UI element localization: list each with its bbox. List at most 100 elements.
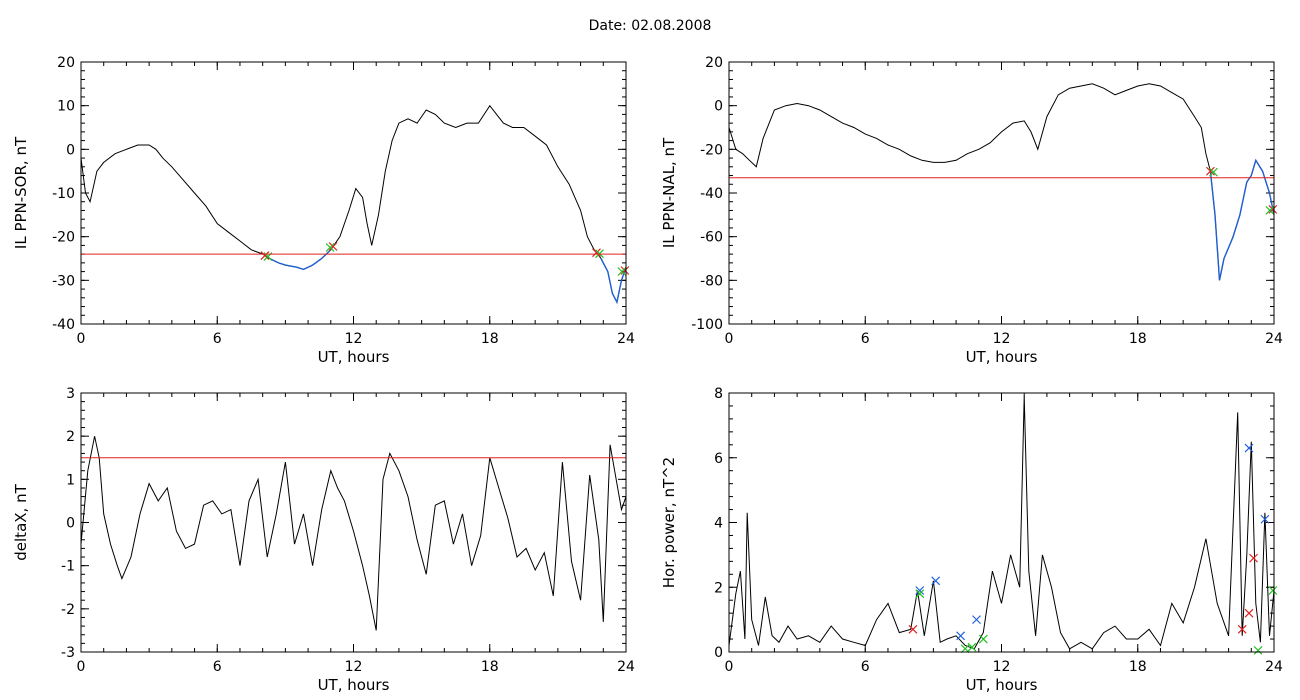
peak-marker-blue (1260, 514, 1270, 524)
peak-marker-red (1249, 553, 1258, 563)
event-marker-red-stroke (592, 248, 601, 258)
panel-1: 0 6 12 18 24 -40 -30 -20 -10 0 10 20 UT, hours IL PPN… (12, 55, 635, 366)
event-marker-green-stroke (617, 267, 627, 276)
plot-frame (80, 392, 627, 653)
x-tick-label: 6 (213, 659, 222, 675)
x-tick-label: 0 (77, 331, 86, 347)
y-axis-label: IL PPN-NAL, nT (660, 137, 678, 248)
x-axis-label: UT, hours (966, 348, 1038, 366)
peak-marker-green-stroke (967, 642, 977, 652)
event-marker-red (1268, 204, 1278, 214)
y-tick-label: 2 (714, 580, 723, 596)
y-tick-label: -40 (700, 186, 723, 202)
x-tick-label: 6 (213, 331, 222, 347)
peak-marker-blue-stroke (1260, 514, 1270, 524)
peak-marker-red-stroke (1249, 553, 1258, 563)
y-axis-label: Hor. power, nT^2 (660, 457, 678, 588)
x-tick-label: 18 (481, 659, 499, 675)
series-line (729, 396, 1274, 650)
plot-frame (728, 392, 1275, 653)
y-tick-label: -3 (61, 645, 75, 661)
event-marker-green (1265, 205, 1275, 215)
event-marker-red (1205, 166, 1215, 176)
event-marker-green (617, 267, 627, 276)
event-marker-green-stroke (1265, 205, 1275, 215)
x-tick-label: 18 (481, 331, 499, 347)
peak-marker-blue (956, 631, 966, 641)
y-tick-label: 4 (714, 516, 723, 532)
peak-marker-green-stroke (978, 634, 988, 644)
event-marker-green (325, 243, 335, 252)
y-tick-label: 0 (66, 516, 75, 532)
peak-marker-green-stroke (915, 589, 925, 599)
peak-marker-blue (1244, 443, 1254, 453)
event-marker-red (260, 251, 270, 261)
y-tick-label: 8 (714, 386, 723, 402)
x-axis-label: UT, hours (318, 348, 390, 366)
x-tick-label: 24 (617, 659, 635, 675)
highlight-segment (269, 249, 332, 271)
event-marker-red-stroke (1205, 166, 1215, 176)
event-marker-red-stroke (1268, 204, 1278, 214)
y-tick-label: -20 (700, 142, 723, 158)
event-marker-red (328, 242, 338, 251)
y-tick-label: 20 (705, 55, 723, 71)
y-tick-label: 0 (66, 142, 75, 158)
peak-marker-red (908, 624, 918, 634)
peak-marker-blue-stroke (1244, 443, 1254, 453)
y-tick-label: -2 (61, 602, 75, 618)
peak-marker-blue (972, 615, 981, 625)
y-tick-label: 0 (714, 645, 723, 661)
event-marker-red-stroke (328, 242, 338, 251)
series-line (81, 436, 626, 631)
peak-marker-green-stroke (1268, 586, 1278, 595)
y-tick-label: 6 (714, 451, 723, 467)
event-marker-red (620, 266, 630, 275)
x-tick-label: 24 (1265, 659, 1283, 675)
y-axis-label: deltaX, nT (12, 483, 30, 560)
peak-marker-blue (931, 576, 941, 586)
y-tick-label: 0 (714, 99, 723, 115)
peak-marker-blue-stroke (956, 631, 966, 641)
chart-date-title: Date: 02.08.2008 (588, 18, 712, 34)
x-tick-label: 0 (725, 659, 734, 675)
x-tick-label: 24 (1265, 331, 1283, 347)
y-tick-label: -80 (700, 273, 723, 289)
x-tick-label: 0 (77, 659, 86, 675)
event-marker-green (1208, 167, 1218, 177)
x-tick-label: 12 (345, 331, 363, 347)
peak-marker-green-stroke (1253, 645, 1263, 655)
peak-marker-red (1237, 624, 1247, 634)
y-tick-label: 10 (57, 99, 75, 115)
peak-marker-red-stroke (1244, 608, 1254, 618)
y-tick-label: -30 (52, 273, 75, 289)
x-tick-label: 18 (1129, 659, 1147, 675)
event-marker-red (592, 248, 601, 258)
highlight-segment (600, 258, 626, 305)
peak-marker-blue (915, 586, 925, 595)
peak-marker-green (915, 589, 925, 599)
y-tick-label: 20 (57, 55, 75, 71)
y-axis-label: IL PPN-SOR, nT (12, 136, 30, 249)
peak-marker-blue-stroke (915, 586, 925, 595)
series-line (729, 83, 1274, 281)
y-tick-label: -10 (52, 186, 75, 202)
event-marker-red-stroke (620, 266, 630, 275)
x-tick-label: 6 (861, 331, 870, 347)
plot-frame (728, 61, 1275, 325)
peak-marker-red (1244, 608, 1254, 618)
peak-marker-red-stroke (1237, 624, 1247, 634)
x-axis-label: UT, hours (966, 676, 1038, 694)
x-tick-label: 0 (725, 331, 734, 347)
y-tick-label: -60 (700, 230, 723, 246)
peak-marker-green-stroke (960, 644, 970, 654)
peak-marker-blue-stroke (931, 576, 941, 586)
event-marker-green-stroke (1208, 167, 1218, 177)
event-marker-red-stroke (260, 251, 270, 261)
series-line (81, 104, 626, 304)
x-tick-label: 12 (993, 659, 1011, 675)
y-tick-label: -1 (61, 559, 75, 575)
x-tick-label: 18 (1129, 331, 1147, 347)
